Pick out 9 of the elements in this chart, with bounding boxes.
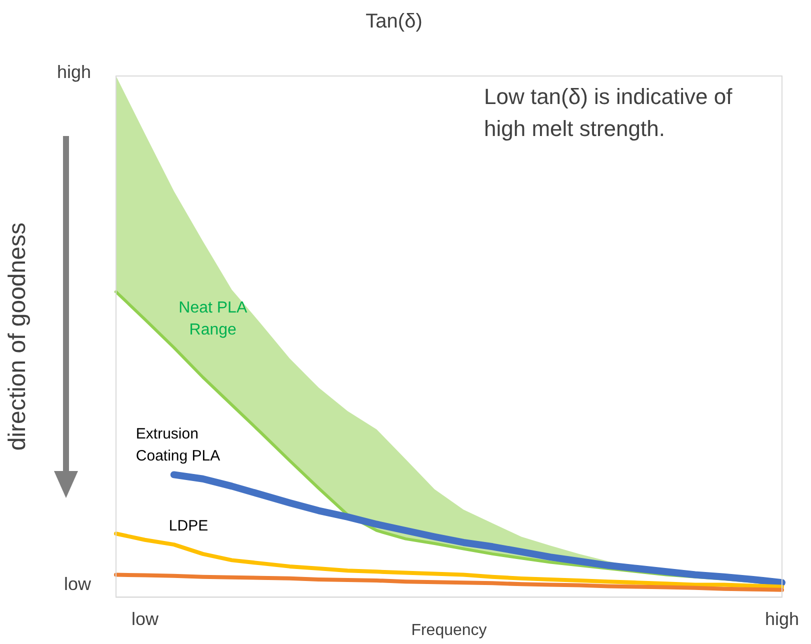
- chart-title: Tan(δ): [366, 10, 422, 33]
- annotation: Low tan(δ) is indicative of high melt strength.: [484, 84, 734, 142]
- text: low: [64, 574, 92, 594]
- series-label: LDPE: [168, 518, 208, 535]
- text: high: [56, 62, 91, 82]
- y-axis-title: direction of goodness: [4, 222, 32, 451]
- series-label: Neat PLA Range: [178, 300, 248, 339]
- x-axis-title: Frequency: [411, 622, 487, 639]
- series-label: Extrusion Coating PLA: [136, 426, 220, 465]
